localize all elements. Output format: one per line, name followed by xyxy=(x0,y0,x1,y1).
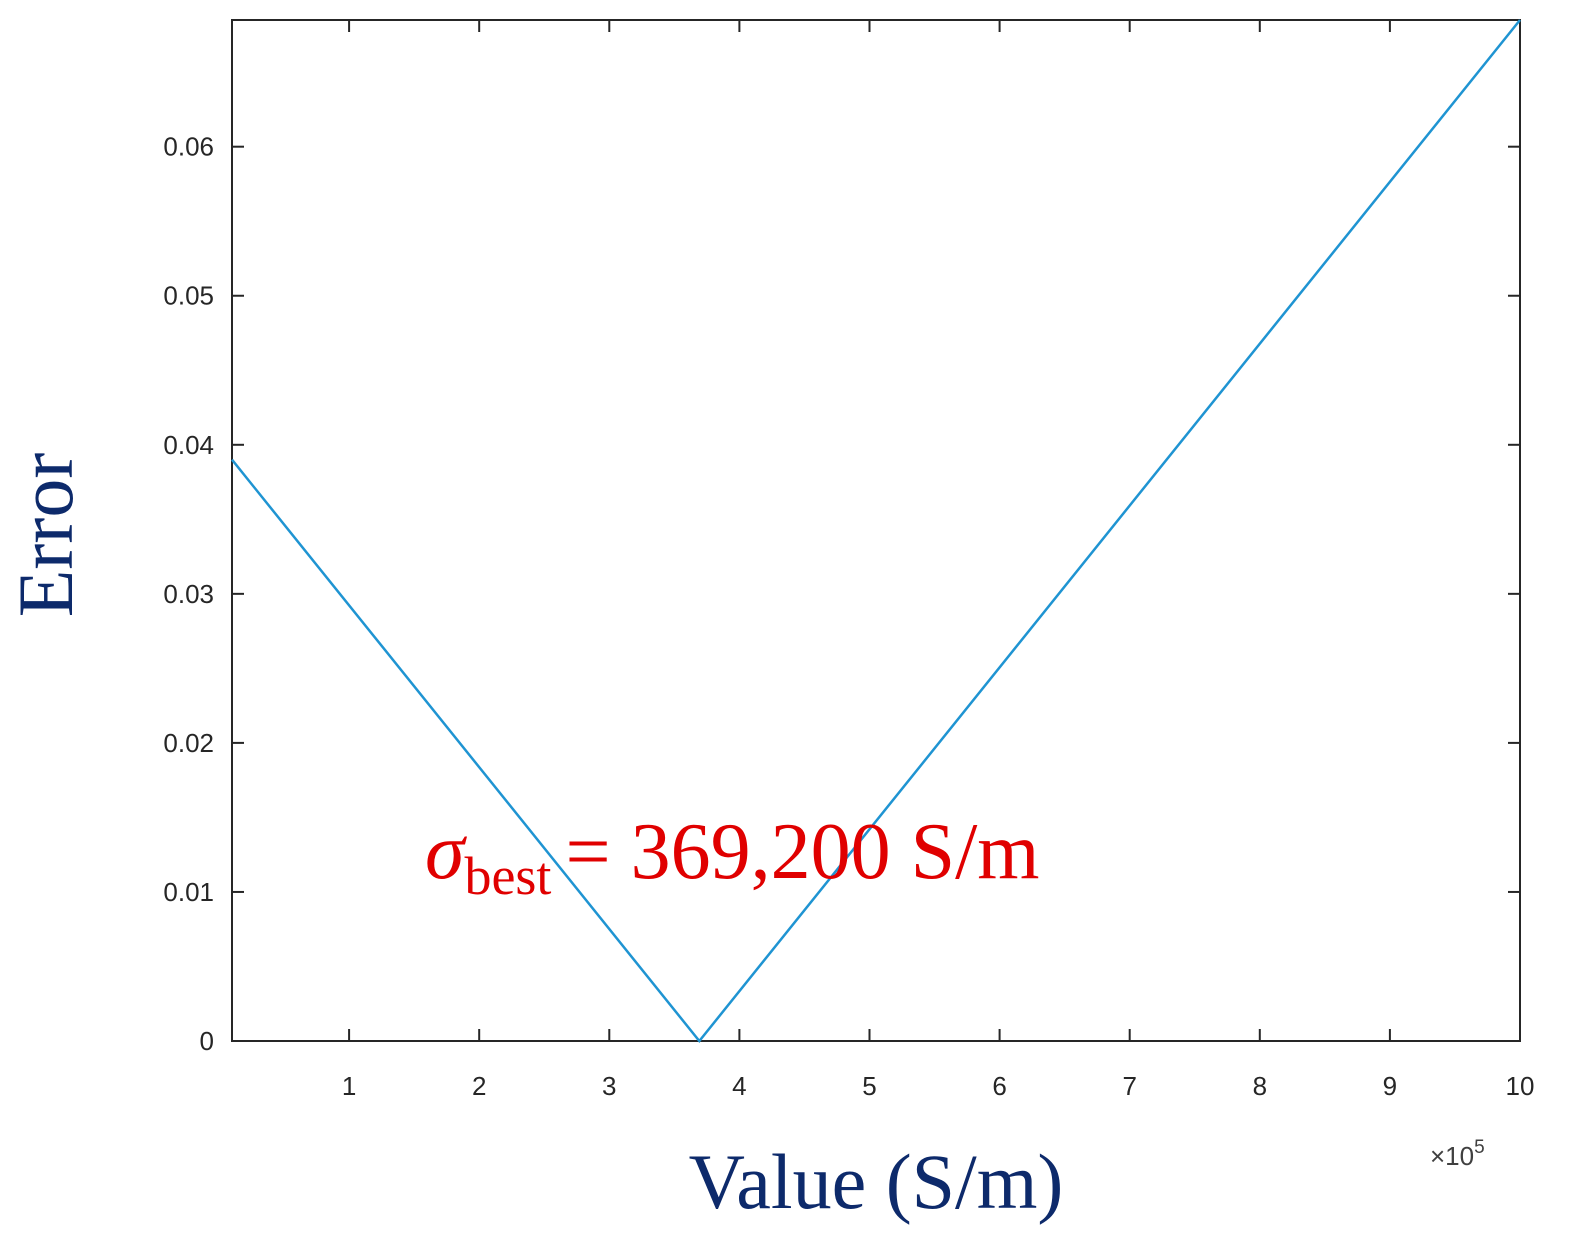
y-tick-label: 0.06 xyxy=(163,132,214,162)
x-tick-label: 9 xyxy=(1383,1071,1397,1101)
x-tick-label: 7 xyxy=(1122,1071,1136,1101)
exponent-power: 5 xyxy=(1474,1137,1485,1158)
x-tick-label: 2 xyxy=(472,1071,486,1101)
annotation-symbol: σ xyxy=(425,808,467,896)
x-tick-label: 1 xyxy=(342,1071,356,1101)
x-tick-label: 5 xyxy=(862,1071,876,1101)
x-tick-label: 4 xyxy=(732,1071,746,1101)
y-axis-label: Error xyxy=(2,453,89,618)
exponent-base: ×10 xyxy=(1430,1141,1474,1171)
x-tick-label: 3 xyxy=(602,1071,616,1101)
line xyxy=(231,19,1521,1043)
y-tick-label: 0.01 xyxy=(163,877,214,907)
annotation-subscript: best xyxy=(464,846,551,906)
x-axis-label: Value (S/m) xyxy=(689,1138,1064,1225)
y-tick-label: 0.03 xyxy=(163,579,214,609)
x-tick-label: 8 xyxy=(1253,1071,1267,1101)
x-tick-label: 10 xyxy=(1506,1071,1535,1101)
y-tick-label: 0.04 xyxy=(163,430,214,460)
annotation: σbest = 369,200 S/m xyxy=(425,808,1040,906)
x-exponent: ×105 xyxy=(1430,1137,1485,1171)
y-tick-label: 0.02 xyxy=(163,728,214,758)
x-tick-label: 6 xyxy=(992,1071,1006,1101)
annotation-text: = 369,200 S/m xyxy=(565,808,1039,896)
y-tick-label: 0.05 xyxy=(163,281,214,311)
plot-area xyxy=(231,19,1521,1042)
y-tick-label: 0 xyxy=(200,1026,214,1056)
